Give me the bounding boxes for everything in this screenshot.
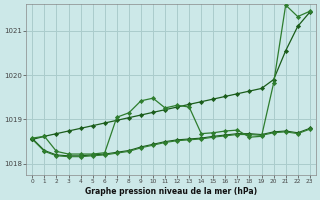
X-axis label: Graphe pression niveau de la mer (hPa): Graphe pression niveau de la mer (hPa)	[85, 187, 257, 196]
